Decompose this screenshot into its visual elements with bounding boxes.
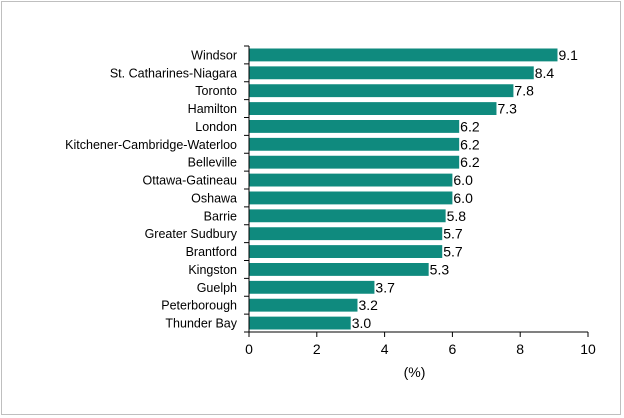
category-label: Oshawa [191, 191, 237, 205]
x-tick-label: 4 [381, 341, 389, 357]
bar-greater-sudbury [249, 227, 443, 241]
x-tick-label: 8 [516, 341, 524, 357]
category-label: Hamilton [188, 102, 237, 116]
value-label: 7.3 [497, 101, 517, 117]
bar-kitchener-cambridge-waterloo [249, 137, 460, 151]
value-label: 3.0 [352, 315, 372, 331]
labels-layer: 9.1 Windsor 8.4 St. Catharines-Niagara 7.8 To… [65, 47, 596, 357]
category-label: Ottawa-Gatineau [143, 174, 238, 188]
value-label: 6.2 [460, 118, 480, 134]
bar-thunder-bay [249, 316, 351, 330]
category-label: Barrie [204, 209, 237, 223]
value-label: 5.7 [443, 244, 463, 260]
category-label: Guelph [197, 281, 237, 295]
category-label: Belleville [188, 156, 237, 170]
category-label: Thunder Bay [165, 317, 237, 331]
bar-windsor [249, 48, 558, 62]
value-label: 6.0 [453, 190, 473, 206]
value-label: 5.3 [430, 261, 450, 277]
category-label: Greater Sudbury [145, 227, 238, 241]
category-label: St. Catharines-Niagara [110, 66, 237, 80]
value-label: 5.8 [447, 208, 467, 224]
x-tick-label: 2 [313, 341, 321, 357]
bar-belleville [249, 155, 460, 169]
bar-st-catharines-niagara [249, 66, 534, 80]
bar-ottawa-gatineau [249, 173, 453, 187]
value-label: 8.4 [535, 65, 555, 81]
value-label: 3.7 [375, 279, 395, 295]
x-tick-label: 10 [580, 341, 596, 357]
x-axis-title: (%) [404, 364, 426, 380]
bar-kingston [249, 263, 429, 276]
category-label: Peterborough [161, 299, 237, 313]
value-label: 6.2 [460, 154, 480, 170]
category-label: Kingston [188, 263, 237, 277]
axes-layer [244, 45, 589, 337]
category-label: London [195, 120, 237, 134]
value-label: 3.2 [358, 297, 378, 313]
category-label: Windsor [191, 48, 237, 62]
bars-layer [249, 48, 558, 330]
x-tick-label: 0 [245, 341, 253, 357]
bar-peterborough [249, 298, 358, 312]
value-label: 9.1 [558, 47, 578, 63]
value-label: 5.7 [443, 226, 463, 242]
bar-london [249, 120, 460, 133]
bar-toronto [249, 84, 514, 98]
bar-barrie [249, 209, 446, 223]
bar-guelph [249, 280, 375, 294]
x-tick-label: 6 [449, 341, 457, 357]
value-label: 7.8 [514, 83, 534, 99]
bar-brantford [249, 245, 443, 258]
bar-oshawa [249, 191, 453, 205]
value-label: 6.2 [460, 136, 480, 152]
category-label: Brantford [186, 245, 237, 259]
category-label: Toronto [195, 84, 237, 98]
bar-hamilton [249, 102, 497, 115]
category-label: Kitchener-Cambridge-Waterloo [65, 138, 237, 152]
value-label: 6.0 [453, 172, 473, 188]
